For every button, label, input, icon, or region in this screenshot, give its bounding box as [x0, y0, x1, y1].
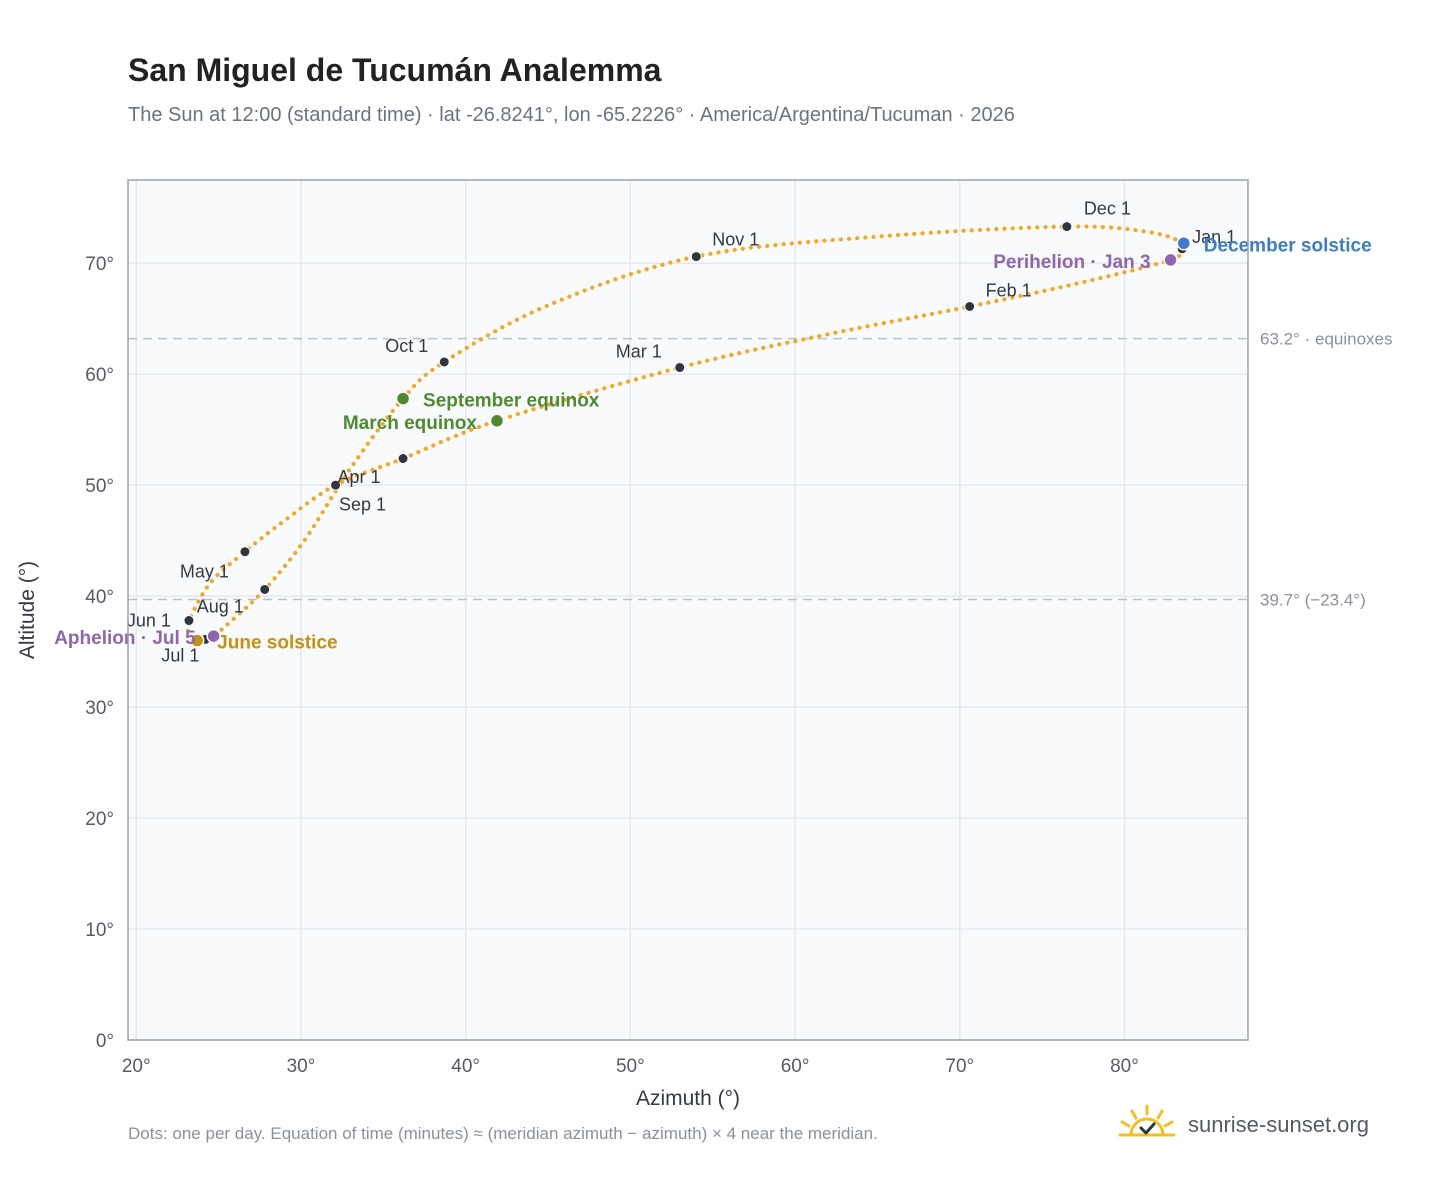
event-marker	[489, 413, 505, 429]
month-marker	[259, 583, 271, 595]
event-marker	[206, 628, 221, 644]
month-marker	[239, 546, 251, 558]
plot-frame	[127, 179, 1249, 1041]
x-axis-label: Azimuth (°)	[636, 1087, 740, 1110]
month-marker	[183, 615, 195, 627]
month-marker	[438, 356, 450, 368]
month-label: Apr 1	[338, 467, 381, 487]
event-label: Aphelion · Jul 5	[54, 628, 196, 649]
y-tick-label: 10°	[85, 920, 114, 941]
point-labels: Jan 1 Feb 1 Mar 1 Apr 1 May 1 Jun 1 Jul 1 Aug 1…	[54, 199, 1371, 666]
reference-line-label: 39.7° (−23.4°)	[1260, 590, 1366, 609]
brand-name: sunrise-sunset.org	[1188, 1112, 1369, 1137]
x-tick-label: 60°	[781, 1056, 810, 1077]
y-axis-label: Altitude (°)	[16, 561, 39, 659]
analemma-daily-dots	[184, 224, 1189, 644]
month-label: Aug 1	[197, 596, 244, 616]
plot-area	[128, 180, 1248, 1040]
event-label: March equinox	[343, 413, 478, 434]
x-tick-label: 40°	[451, 1056, 480, 1077]
event-marker	[395, 391, 411, 406]
month-label: Jan 1	[1192, 227, 1236, 247]
month-marker	[690, 251, 702, 263]
reference-lines: 63.2° · equinoxes 39.7° (−23.4°)	[128, 330, 1393, 609]
y-tick-label: 20°	[85, 809, 114, 830]
brand[interactable]: sunrise-sunset.org	[1118, 1100, 1369, 1150]
event-label: December solstice	[1204, 235, 1372, 256]
month-label: Jun 1	[127, 611, 171, 631]
event-marker	[1176, 236, 1192, 251]
month-marker	[330, 479, 342, 491]
y-tick-label: 50°	[85, 476, 114, 497]
event-label: Perihelion · Jan 3	[993, 252, 1150, 273]
reference-line-label: 63.2° · equinoxes	[1260, 330, 1393, 349]
month-label: Dec 1	[1084, 199, 1131, 219]
chart-subtitle: The Sun at 12:00 (standard time) · lat -…	[128, 104, 1015, 126]
month-label: Mar 1	[616, 342, 662, 362]
y-tick-label: 0°	[96, 1031, 114, 1052]
month-label: May 1	[180, 562, 229, 582]
analemma-curve	[184, 224, 1189, 644]
x-tick-label: 30°	[287, 1056, 316, 1077]
chart-title: San Miguel de Tucumán Analemma	[128, 52, 662, 88]
month-marker	[1061, 221, 1073, 233]
y-tick-label: 40°	[85, 587, 114, 608]
month-label: Feb 1	[986, 281, 1032, 301]
month-marker	[397, 453, 409, 465]
axes: 20° 30° 40° 50° 60° 70° 80° 0° 10° 20° 30° 40° 50° 60…	[16, 254, 1139, 1110]
event-markers	[189, 236, 1192, 648]
y-tick-label: 30°	[85, 698, 114, 719]
month-label: Oct 1	[385, 336, 428, 356]
month-marker	[674, 362, 686, 374]
footnote: Dots: one per day. Equation of time (min…	[128, 1124, 878, 1143]
month-label: Sep 1	[339, 495, 386, 515]
x-tick-label: 80°	[1110, 1056, 1139, 1077]
sun-logo-icon	[1118, 1104, 1176, 1137]
month-label: Jul 1	[161, 645, 199, 665]
x-tick-label: 20°	[122, 1056, 151, 1077]
event-label: June solstice	[217, 633, 337, 654]
event-marker	[1163, 252, 1178, 268]
month-label: Nov 1	[712, 230, 759, 250]
x-tick-label: 70°	[945, 1056, 974, 1077]
event-marker	[189, 633, 205, 648]
month-marker	[964, 301, 976, 313]
y-tick-label: 60°	[85, 365, 114, 386]
x-tick-label: 50°	[616, 1056, 645, 1077]
y-tick-label: 70°	[85, 254, 114, 275]
event-label: September equinox	[423, 391, 600, 412]
